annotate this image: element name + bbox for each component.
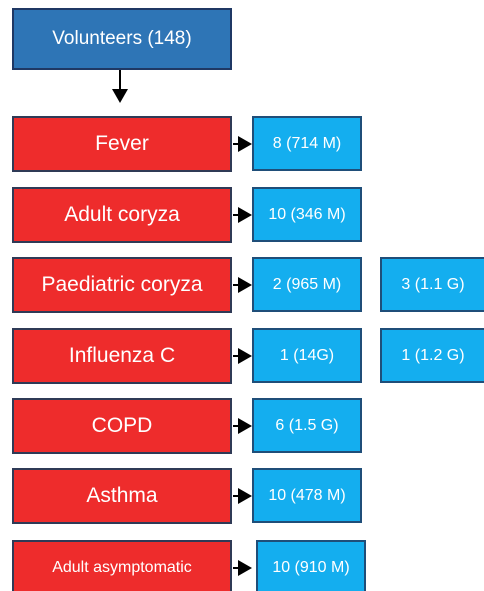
condition-node: Adult coryza [12,187,232,243]
result-node: 1 (1.2 G) [380,328,484,383]
result-node: 2 (965 M) [252,257,362,312]
condition-node: Adult asymptomatic [12,540,232,591]
result-node: 10 (910 M) [256,540,366,591]
condition-node: COPD [12,398,232,454]
condition-node: Asthma [12,468,232,524]
condition-node: Influenza C [12,328,232,384]
condition-node: Paediatric coryza [12,257,232,313]
result-node: 6 (1.5 G) [252,398,362,453]
condition-node: Fever [12,116,232,172]
result-node: 8 (714 M) [252,116,362,171]
root-node: Volunteers (148) [12,8,232,70]
result-node: 10 (478 M) [252,468,362,523]
result-node: 10 (346 M) [252,187,362,242]
result-node: 3 (1.1 G) [380,257,484,312]
result-node: 1 (14G) [252,328,362,383]
